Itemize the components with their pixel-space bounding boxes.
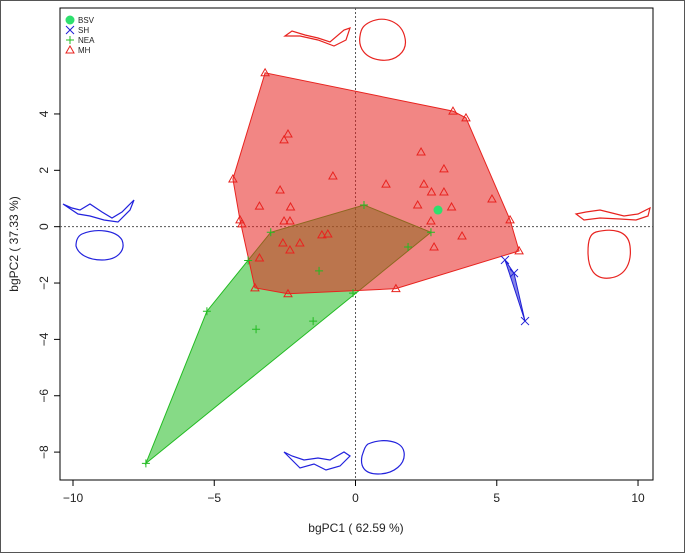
hull <box>232 72 520 295</box>
point <box>317 229 327 239</box>
point <box>391 283 401 293</box>
point <box>509 268 519 278</box>
point <box>500 255 510 265</box>
legend-label: BSV <box>78 16 95 25</box>
point <box>514 245 524 255</box>
point <box>439 163 449 173</box>
point <box>309 317 318 326</box>
x-tick-label: 0 <box>352 491 359 505</box>
y-tick-label: −2 <box>37 276 51 290</box>
point <box>294 238 305 247</box>
point <box>461 112 471 122</box>
legend-label: NEA <box>78 36 95 45</box>
legend-marker <box>66 36 74 44</box>
point <box>279 216 289 225</box>
legend-label: MH <box>78 46 91 55</box>
point <box>416 146 426 156</box>
x-tick-label: −5 <box>207 491 221 505</box>
point <box>315 266 324 275</box>
point <box>505 214 515 224</box>
point <box>439 187 449 196</box>
point <box>448 106 458 115</box>
point <box>228 174 238 183</box>
point <box>429 241 439 251</box>
point <box>244 256 253 265</box>
y-tick-label: −8 <box>37 445 51 459</box>
point <box>254 201 265 210</box>
y-tick-label: −6 <box>37 389 51 403</box>
point <box>285 201 296 211</box>
legend-marker <box>65 44 75 54</box>
point <box>266 228 275 237</box>
x-axis-label: bgPC1 ( 62.59 %) <box>308 521 403 535</box>
legend-label: SH <box>78 26 89 35</box>
point <box>141 459 150 468</box>
point <box>202 307 211 316</box>
point <box>279 134 289 144</box>
point <box>322 228 333 238</box>
legend-marker <box>65 15 75 25</box>
point <box>412 199 423 209</box>
point <box>487 194 497 203</box>
point <box>275 185 285 194</box>
point <box>457 230 467 240</box>
point <box>419 179 429 188</box>
point <box>260 67 270 77</box>
point <box>359 200 368 209</box>
point <box>285 216 295 225</box>
point <box>252 325 261 334</box>
y-tick-label: 4 <box>37 110 51 117</box>
legend-marker <box>65 25 75 35</box>
point <box>348 289 357 298</box>
point <box>381 179 391 188</box>
point <box>433 205 443 215</box>
y-tick-label: −4 <box>37 332 51 346</box>
point <box>250 282 260 292</box>
point <box>283 288 293 298</box>
point <box>283 128 293 138</box>
shape-outlines <box>62 18 651 475</box>
point <box>426 216 436 225</box>
point <box>285 245 295 254</box>
y-axis-label: bgPC2 ( 37.33 %) <box>7 196 21 291</box>
x-tick-label: −10 <box>63 491 84 505</box>
point <box>520 316 530 326</box>
x-tick-label: 5 <box>493 491 500 505</box>
hull <box>504 259 526 322</box>
point <box>404 242 413 251</box>
point <box>426 228 435 237</box>
plot-frame <box>59 7 654 481</box>
point <box>446 201 457 211</box>
x-tick-label: 10 <box>631 491 645 505</box>
point <box>426 187 437 196</box>
point <box>278 238 288 247</box>
point <box>328 170 338 180</box>
point <box>254 252 265 262</box>
y-tick-label: 0 <box>37 223 51 230</box>
y-tick-label: 2 <box>37 167 51 174</box>
point <box>237 218 247 228</box>
